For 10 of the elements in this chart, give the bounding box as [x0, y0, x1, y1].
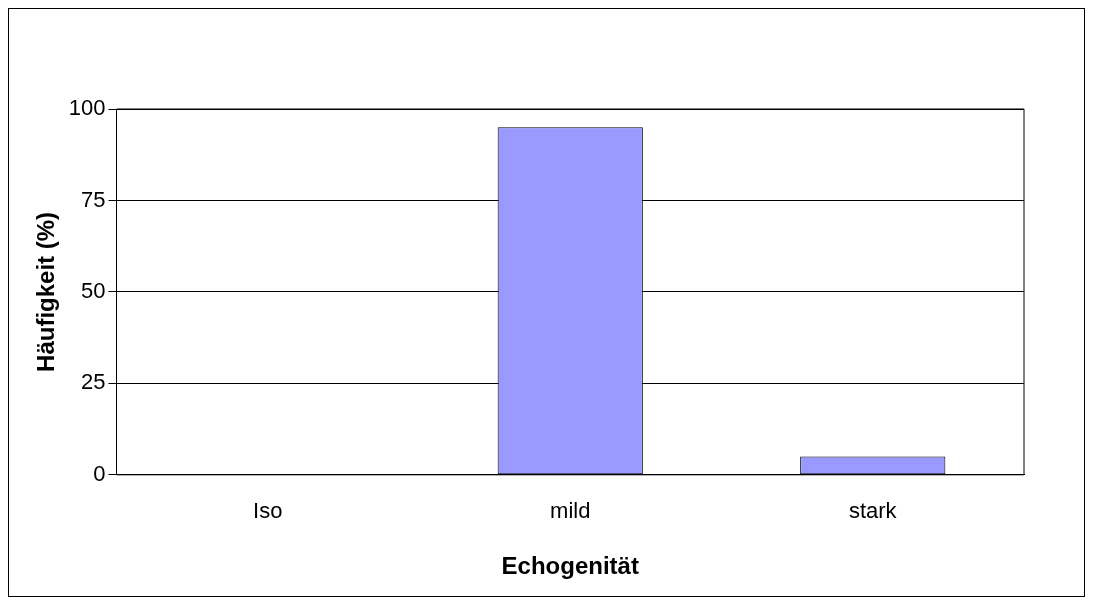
x-tick-label: stark — [848, 498, 898, 524]
y-tick-label: 25 — [81, 369, 106, 395]
x-axis-title: Echogenität — [501, 552, 639, 580]
y-tick-label: 100 — [68, 95, 106, 121]
y-axis-title: Häufigkeit (%) — [32, 211, 60, 372]
y-tick-label: 0 — [93, 460, 106, 486]
y-tick-label: 75 — [81, 186, 106, 212]
x-tick-label: Iso — [253, 498, 283, 524]
y-tick-label: 50 — [81, 277, 106, 303]
x-tick-label: mild — [550, 498, 591, 524]
